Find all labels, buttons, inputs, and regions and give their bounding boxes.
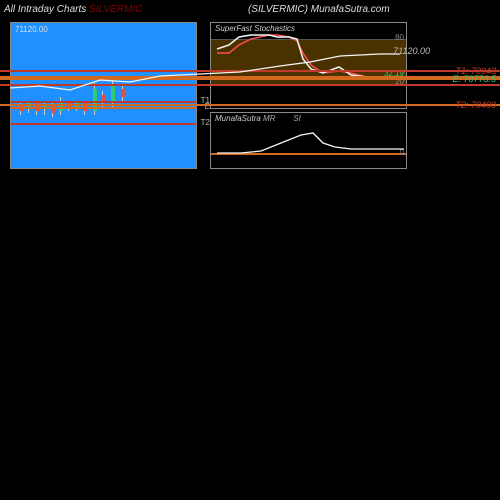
main-price-chart: 71120.00 T1: 70943 E: 70773.5 T2: 70400 <box>0 0 500 130</box>
main-price-label: 71120.00 <box>393 46 430 56</box>
main-t2-label: T2: 70400 <box>455 100 496 110</box>
main-e-label: E: 70773.5 <box>452 74 496 84</box>
main-price-line <box>0 0 500 130</box>
